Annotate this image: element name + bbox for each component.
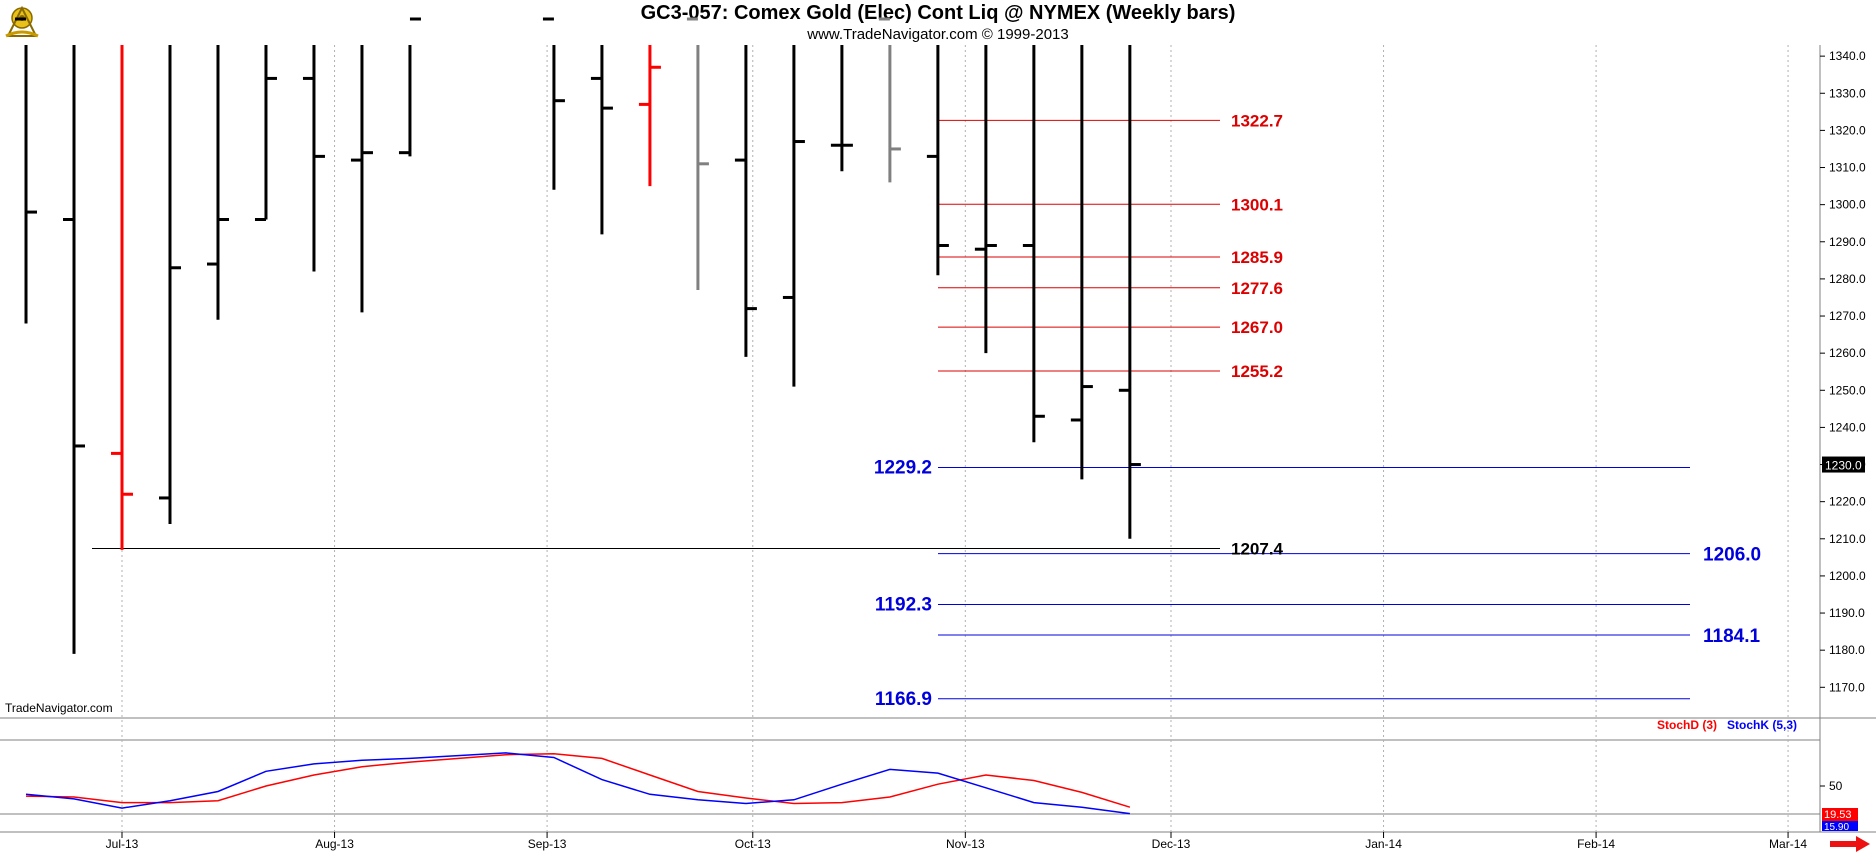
watermark-text: TradeNavigator.com: [5, 701, 113, 715]
stoch-tick-label: 50: [1829, 779, 1843, 793]
price-tick-label: 1200.0: [1829, 569, 1866, 583]
support-label: 1184.1: [1703, 626, 1760, 647]
stochk-last-box: [1822, 821, 1858, 831]
price-tick-label: 1270.0: [1829, 309, 1866, 323]
price-tick-label: 1190.0: [1829, 606, 1865, 620]
support-label: 1166.9: [875, 689, 932, 710]
month-label: Jul-13: [106, 837, 139, 851]
resistance-label: 1322.7: [1231, 111, 1283, 130]
month-label: Feb-14: [1577, 837, 1615, 851]
stoch-line: [25, 752, 1130, 815]
stoch-line: [25, 753, 1131, 808]
month-label: Mar-14: [1769, 837, 1807, 851]
month-label: Oct-13: [735, 837, 771, 851]
stochd-legend: StochD (3): [1657, 718, 1717, 732]
resistance-label: 1267.0: [1231, 318, 1283, 337]
resistance-label: 1300.1: [1231, 195, 1283, 214]
resistance-label: 1277.6: [1231, 279, 1283, 298]
price-tick-label: 1210.0: [1829, 532, 1866, 546]
support-label: 1206.0: [1703, 545, 1761, 566]
price-tick-label: 1180.0: [1829, 643, 1865, 657]
price-tick-label: 1330.0: [1829, 86, 1866, 100]
price-tick-label: 1320.0: [1829, 123, 1866, 137]
support-label: 1192.3: [875, 595, 932, 616]
price-tick-label: 1250.0: [1829, 383, 1866, 397]
month-label: Aug-13: [315, 837, 354, 851]
support-label: 1229.2: [874, 458, 932, 479]
chart-title: GC3-057: Comex Gold (Elec) Cont Liq @ NY…: [640, 2, 1236, 24]
stochd-last-box: [1822, 808, 1858, 821]
scroll-right-arrow-icon[interactable]: [1830, 836, 1870, 852]
stochk-last-value: 15.90: [1824, 822, 1849, 833]
price-tick-label: 1300.0: [1829, 198, 1866, 212]
price-tick-label: 1260.0: [1829, 346, 1866, 360]
price-tick-label: 1310.0: [1829, 161, 1866, 175]
resistance-label: 1285.9: [1231, 248, 1283, 267]
black-level-label: 1207.4: [1231, 539, 1284, 558]
chart-header: GC3-057: Comex Gold (Elec) Cont Liq @ NY…: [0, 0, 1876, 45]
price-tick-label: 1290.0: [1829, 235, 1866, 249]
price-tick-label: 1170.0: [1829, 680, 1865, 694]
month-label: Jan-14: [1365, 837, 1402, 851]
month-label: Sep-13: [528, 837, 567, 851]
price-tick-label: 1280.0: [1829, 272, 1866, 286]
month-label: Nov-13: [946, 837, 985, 851]
price-tick-label: 1220.0: [1829, 495, 1866, 509]
price-tick-label: 1340.0: [1829, 49, 1866, 63]
last-price-value: 1230.0: [1825, 459, 1862, 473]
stochk-legend: StochK (5,3): [1727, 718, 1797, 732]
resistance-label: 1255.2: [1231, 362, 1283, 381]
last-price-box: [1822, 456, 1865, 473]
chart-subtitle: www.TradeNavigator.com © 1999-2013: [807, 26, 1069, 43]
stochd-last-value: 19.53: [1824, 809, 1852, 821]
month-label: Dec-13: [1152, 837, 1191, 851]
price-tick-label: 1240.0: [1829, 420, 1866, 434]
